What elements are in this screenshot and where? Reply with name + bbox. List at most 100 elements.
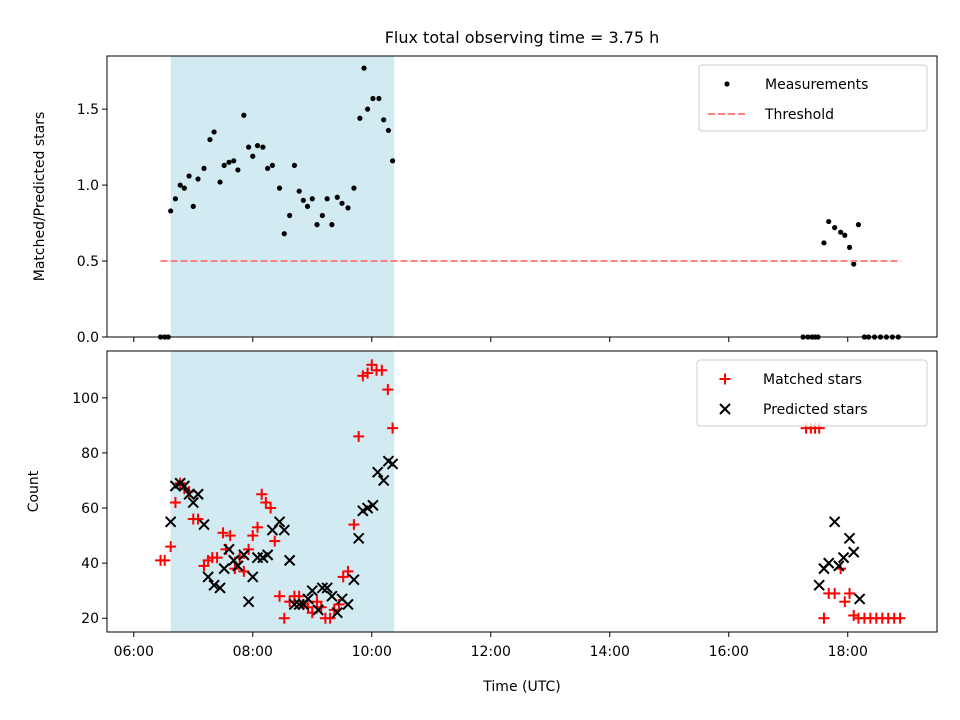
matched-star-point	[274, 590, 286, 602]
predicted-star-point	[192, 488, 204, 500]
measurement-point	[855, 222, 862, 228]
measurement-point	[314, 222, 320, 228]
predicted-star-point	[372, 466, 384, 478]
measurement-point	[846, 244, 853, 250]
predicted-star-point	[164, 516, 177, 528]
matched-star-point	[366, 359, 378, 371]
measurement-point	[309, 196, 315, 202]
ratio-panel-legend: Measurements Threshold	[698, 64, 928, 132]
predicted-star-point	[312, 604, 324, 616]
measurement-point	[265, 165, 271, 171]
measurement-point	[357, 115, 363, 121]
legend-box	[698, 64, 928, 132]
matched-star-point	[353, 430, 365, 442]
predicted-star-point	[218, 562, 230, 575]
predicted-star-point	[247, 571, 259, 583]
measurement-point	[195, 176, 201, 182]
ratio-panel-x-ticks	[133, 337, 849, 342]
measurement-point	[851, 261, 857, 267]
matched-star-point	[247, 530, 259, 542]
chart-title: Flux total observing time = 3.75 h	[385, 28, 660, 47]
measurement-point	[241, 112, 247, 118]
measurement-point	[339, 200, 345, 206]
legend-label: Threshold	[764, 107, 834, 123]
measurement-point	[351, 185, 357, 191]
measurement-point	[201, 165, 207, 171]
matched-star-point	[243, 543, 255, 555]
measurement-point	[334, 194, 340, 200]
predicted-star-point	[223, 543, 235, 556]
predicted-star-point	[828, 516, 841, 528]
predicted-star-point	[261, 549, 274, 561]
predicted-star-point	[837, 551, 850, 564]
predicted-star-point	[843, 532, 856, 545]
matched-star-point	[348, 519, 360, 531]
measurement-point	[226, 159, 232, 165]
predicted-star-point	[823, 557, 835, 569]
measurement-point	[177, 182, 183, 188]
matched-star-point	[278, 612, 290, 624]
measurement-point	[370, 95, 376, 102]
matched-star-point	[192, 513, 204, 525]
measurement-point	[832, 225, 838, 231]
measurement-point	[186, 173, 192, 179]
y-tick-label: 100	[72, 391, 99, 407]
y-tick-label: 1.5	[77, 102, 99, 118]
predicted-star-point	[302, 593, 314, 605]
predicted-star-point	[348, 573, 360, 586]
count-panel-legend: Matched stars Predicted stars	[696, 359, 928, 427]
measurement-point	[172, 196, 179, 202]
y-tick-label: 20	[81, 611, 99, 627]
measurement-point	[181, 185, 187, 191]
matched-star-point	[217, 527, 229, 539]
x-tick-label: 18:00	[828, 644, 868, 660]
predicted-star-point	[242, 595, 255, 608]
matched-star-point	[159, 554, 171, 566]
measurement-point	[361, 65, 367, 71]
predicted-star-point	[321, 582, 333, 594]
x-tick-label: 08:00	[233, 644, 273, 660]
matched-star-point	[342, 565, 354, 577]
matched-star-point	[224, 530, 236, 542]
matched-star-point	[382, 384, 394, 396]
predicted-star-point	[198, 518, 210, 531]
matched-star-point	[265, 502, 277, 514]
matched-star-point	[302, 601, 314, 613]
y-tick-label: 0.0	[77, 330, 99, 346]
predicted-star-point	[283, 554, 296, 567]
x-tick-label: 16:00	[709, 644, 749, 660]
predicted-star-point	[208, 579, 220, 591]
matched-star-point	[211, 552, 223, 564]
predicted-star-point	[847, 546, 860, 558]
predicted-star-point	[178, 480, 191, 492]
measurement-point	[389, 158, 396, 164]
predicted-star-point	[293, 598, 305, 611]
legend-label: Predicted stars	[763, 402, 868, 418]
measurement-point	[260, 144, 266, 150]
ratio-panel-y-label: Matched/Predicted stars	[32, 112, 48, 282]
measurement-point	[319, 212, 325, 219]
predicted-star-point	[232, 560, 244, 572]
matched-star-point	[311, 596, 323, 608]
measurement-point	[345, 205, 351, 211]
matched-star-point	[324, 612, 336, 624]
measurement-point	[381, 117, 387, 123]
ratio-panel: 0.0 0.5 1.0 1.5 Matched/Predicted stars Mea…	[32, 55, 938, 346]
matched-star-point	[169, 497, 181, 509]
measurement-point	[281, 231, 287, 237]
count-panel-y-label: Count	[26, 470, 42, 512]
measurement-point	[304, 203, 311, 209]
count-panel-y-axis: 20 40 60 80 100	[72, 391, 107, 627]
predicted-star-point	[833, 560, 845, 572]
count-panel-frame	[106, 350, 938, 633]
predicted-star-point	[377, 474, 390, 487]
predicted-star-point	[813, 579, 825, 591]
predicted-star-point	[853, 593, 866, 605]
measurement-point	[254, 143, 261, 149]
measurement-point	[329, 222, 335, 228]
measurement-point	[211, 129, 217, 135]
predicted-star-point	[316, 582, 329, 594]
matched-star-point	[818, 612, 830, 624]
measurement-point	[291, 162, 298, 168]
y-tick-label: 40	[81, 556, 99, 572]
